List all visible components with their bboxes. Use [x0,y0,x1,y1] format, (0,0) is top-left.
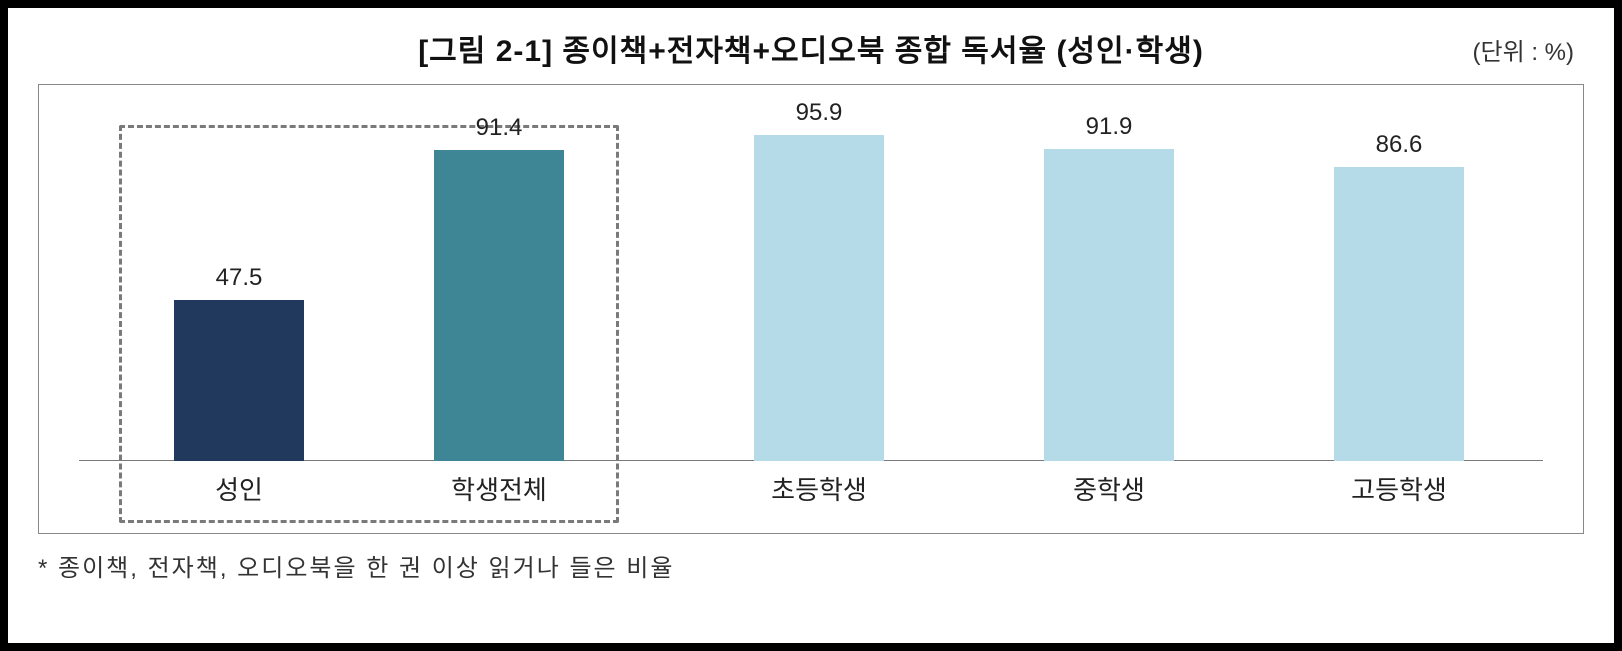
bar-value-student-all: 91.4 [399,114,599,142]
chart-box: 47.5 성인 91.4 학생전체 95.9 초등학생 91.9 중학생 86.6 고등학생 [38,84,1584,534]
bar-middle [1044,149,1174,461]
bar-elementary [754,135,884,461]
bar-student-all [434,150,564,461]
plot-area: 47.5성인91.4학생전체95.9초등학생91.9중학생86.6고등학생 [79,105,1543,533]
bar-value-elementary: 95.9 [719,99,919,127]
header-row: [그림 2-1] 종이책+전자책+오디오북 종합 독서율 (성인·학생) (단위… [38,26,1584,74]
unit-label: (단위 : %) [1473,32,1575,67]
figure-container: [그림 2-1] 종이책+전자책+오디오북 종합 독서율 (성인·학생) (단위… [0,0,1622,651]
bar-category-elementary: 초등학생 [699,470,939,507]
bar-category-student-all: 학생전체 [379,470,619,507]
bar-adult [174,300,304,462]
bar-category-middle: 중학생 [989,470,1229,507]
chart-title: [그림 2-1] 종이책+전자책+오디오북 종합 독서율 (성인·학생) [418,26,1204,70]
bar-high [1334,167,1464,461]
bar-category-high: 고등학생 [1279,470,1519,507]
bar-category-adult: 성인 [119,470,359,507]
bar-value-high: 86.6 [1299,131,1499,159]
bar-value-middle: 91.9 [1009,113,1209,141]
bar-value-adult: 47.5 [139,264,339,292]
footnote: * 종이책, 전자책, 오디오북을 한 권 이상 읽거나 들은 비율 [38,548,1584,583]
